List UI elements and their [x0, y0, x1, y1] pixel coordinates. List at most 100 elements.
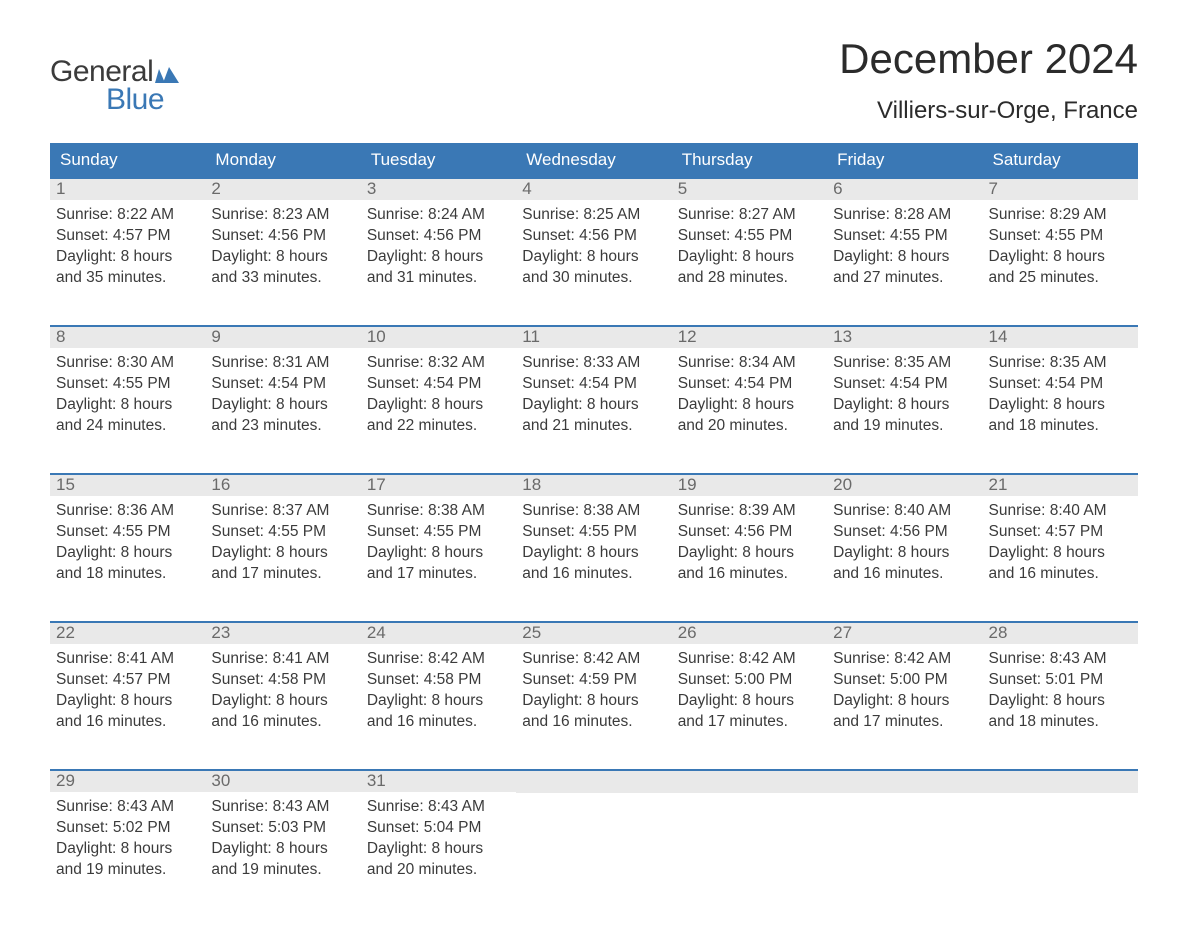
- day-body: Sunrise: 8:24 AMSunset: 4:56 PMDaylight:…: [361, 200, 516, 295]
- day-sunset: Sunset: 4:54 PM: [211, 374, 354, 395]
- day-dl2: and 16 minutes.: [367, 712, 510, 733]
- day-sunrise: Sunrise: 8:36 AM: [56, 501, 199, 522]
- day-sunset: Sunset: 4:56 PM: [833, 522, 976, 543]
- day-dl2: and 16 minutes.: [522, 564, 665, 585]
- day-dl2: and 35 minutes.: [56, 268, 199, 289]
- day-cell: 13Sunrise: 8:35 AMSunset: 4:54 PMDayligh…: [827, 327, 982, 447]
- day-dl1: Daylight: 8 hours: [678, 395, 821, 416]
- day-sunset: Sunset: 4:54 PM: [522, 374, 665, 395]
- day-of-week-row: SundayMondayTuesdayWednesdayThursdayFrid…: [50, 143, 1138, 177]
- day-dl2: and 27 minutes.: [833, 268, 976, 289]
- day-number: 22: [50, 623, 205, 644]
- week-row: 8Sunrise: 8:30 AMSunset: 4:55 PMDaylight…: [50, 325, 1138, 447]
- day-sunset: Sunset: 5:02 PM: [56, 818, 199, 839]
- day-sunrise: Sunrise: 8:35 AM: [833, 353, 976, 374]
- day-cell: 18Sunrise: 8:38 AMSunset: 4:55 PMDayligh…: [516, 475, 671, 595]
- day-number: 27: [827, 623, 982, 644]
- day-sunrise: Sunrise: 8:42 AM: [678, 649, 821, 670]
- day-number: 7: [983, 179, 1138, 200]
- day-dl2: and 16 minutes.: [833, 564, 976, 585]
- day-dl2: and 21 minutes.: [522, 416, 665, 437]
- day-of-week-header: Monday: [205, 143, 360, 177]
- day-dl1: Daylight: 8 hours: [989, 395, 1132, 416]
- day-dl1: Daylight: 8 hours: [678, 247, 821, 268]
- day-dl1: Daylight: 8 hours: [367, 543, 510, 564]
- day-body: Sunrise: 8:41 AMSunset: 4:57 PMDaylight:…: [50, 644, 205, 739]
- day-number: [516, 771, 671, 793]
- day-body: Sunrise: 8:32 AMSunset: 4:54 PMDaylight:…: [361, 348, 516, 443]
- day-sunset: Sunset: 4:55 PM: [989, 226, 1132, 247]
- day-cell: 25Sunrise: 8:42 AMSunset: 4:59 PMDayligh…: [516, 623, 671, 743]
- day-sunrise: Sunrise: 8:39 AM: [678, 501, 821, 522]
- day-dl1: Daylight: 8 hours: [367, 395, 510, 416]
- day-dl1: Daylight: 8 hours: [56, 543, 199, 564]
- title-block: December 2024 Villiers-sur-Orge, France: [839, 35, 1138, 125]
- day-cell: 1Sunrise: 8:22 AMSunset: 4:57 PMDaylight…: [50, 179, 205, 299]
- day-number: 13: [827, 327, 982, 348]
- day-number: [672, 771, 827, 793]
- day-number: 25: [516, 623, 671, 644]
- day-dl1: Daylight: 8 hours: [833, 543, 976, 564]
- day-body: Sunrise: 8:35 AMSunset: 4:54 PMDaylight:…: [827, 348, 982, 443]
- day-body: Sunrise: 8:42 AMSunset: 5:00 PMDaylight:…: [672, 644, 827, 739]
- day-number: 4: [516, 179, 671, 200]
- day-number: 26: [672, 623, 827, 644]
- flag-icon: [155, 65, 179, 83]
- day-cell: 8Sunrise: 8:30 AMSunset: 4:55 PMDaylight…: [50, 327, 205, 447]
- day-of-week-header: Sunday: [50, 143, 205, 177]
- day-dl2: and 17 minutes.: [367, 564, 510, 585]
- day-cell: 2Sunrise: 8:23 AMSunset: 4:56 PMDaylight…: [205, 179, 360, 299]
- day-sunrise: Sunrise: 8:42 AM: [522, 649, 665, 670]
- day-number: 30: [205, 771, 360, 792]
- day-dl1: Daylight: 8 hours: [522, 543, 665, 564]
- day-dl2: and 25 minutes.: [989, 268, 1132, 289]
- day-sunrise: Sunrise: 8:41 AM: [211, 649, 354, 670]
- day-sunset: Sunset: 4:56 PM: [367, 226, 510, 247]
- day-sunset: Sunset: 4:56 PM: [678, 522, 821, 543]
- day-sunset: Sunset: 4:55 PM: [833, 226, 976, 247]
- day-dl2: and 16 minutes.: [989, 564, 1132, 585]
- day-sunrise: Sunrise: 8:34 AM: [678, 353, 821, 374]
- day-of-week-header: Tuesday: [361, 143, 516, 177]
- day-dl2: and 18 minutes.: [989, 416, 1132, 437]
- day-sunset: Sunset: 5:00 PM: [833, 670, 976, 691]
- day-sunrise: Sunrise: 8:32 AM: [367, 353, 510, 374]
- day-body: Sunrise: 8:38 AMSunset: 4:55 PMDaylight:…: [516, 496, 671, 591]
- day-dl1: Daylight: 8 hours: [522, 395, 665, 416]
- day-of-week-header: Saturday: [983, 143, 1138, 177]
- day-dl1: Daylight: 8 hours: [211, 543, 354, 564]
- day-sunset: Sunset: 4:55 PM: [678, 226, 821, 247]
- day-sunset: Sunset: 5:03 PM: [211, 818, 354, 839]
- day-cell: [516, 771, 671, 891]
- day-number: [983, 771, 1138, 793]
- day-number: [827, 771, 982, 793]
- day-dl2: and 31 minutes.: [367, 268, 510, 289]
- day-number: 31: [361, 771, 516, 792]
- day-cell: 6Sunrise: 8:28 AMSunset: 4:55 PMDaylight…: [827, 179, 982, 299]
- day-body: Sunrise: 8:43 AMSunset: 5:01 PMDaylight:…: [983, 644, 1138, 739]
- location: Villiers-sur-Orge, France: [839, 97, 1138, 125]
- day-body: Sunrise: 8:31 AMSunset: 4:54 PMDaylight:…: [205, 348, 360, 443]
- day-sunrise: Sunrise: 8:42 AM: [833, 649, 976, 670]
- day-number: 5: [672, 179, 827, 200]
- day-sunrise: Sunrise: 8:35 AM: [989, 353, 1132, 374]
- day-dl1: Daylight: 8 hours: [522, 691, 665, 712]
- day-of-week-header: Thursday: [672, 143, 827, 177]
- day-dl2: and 18 minutes.: [989, 712, 1132, 733]
- day-sunrise: Sunrise: 8:23 AM: [211, 205, 354, 226]
- day-cell: 17Sunrise: 8:38 AMSunset: 4:55 PMDayligh…: [361, 475, 516, 595]
- day-number: 24: [361, 623, 516, 644]
- day-body: Sunrise: 8:42 AMSunset: 4:59 PMDaylight:…: [516, 644, 671, 739]
- day-dl2: and 30 minutes.: [522, 268, 665, 289]
- day-dl1: Daylight: 8 hours: [678, 543, 821, 564]
- day-cell: 29Sunrise: 8:43 AMSunset: 5:02 PMDayligh…: [50, 771, 205, 891]
- day-dl2: and 24 minutes.: [56, 416, 199, 437]
- day-dl2: and 17 minutes.: [833, 712, 976, 733]
- day-number: 10: [361, 327, 516, 348]
- day-dl1: Daylight: 8 hours: [833, 395, 976, 416]
- day-cell: 4Sunrise: 8:25 AMSunset: 4:56 PMDaylight…: [516, 179, 671, 299]
- day-cell: 30Sunrise: 8:43 AMSunset: 5:03 PMDayligh…: [205, 771, 360, 891]
- day-dl1: Daylight: 8 hours: [211, 247, 354, 268]
- day-body: Sunrise: 8:38 AMSunset: 4:55 PMDaylight:…: [361, 496, 516, 591]
- day-sunset: Sunset: 5:04 PM: [367, 818, 510, 839]
